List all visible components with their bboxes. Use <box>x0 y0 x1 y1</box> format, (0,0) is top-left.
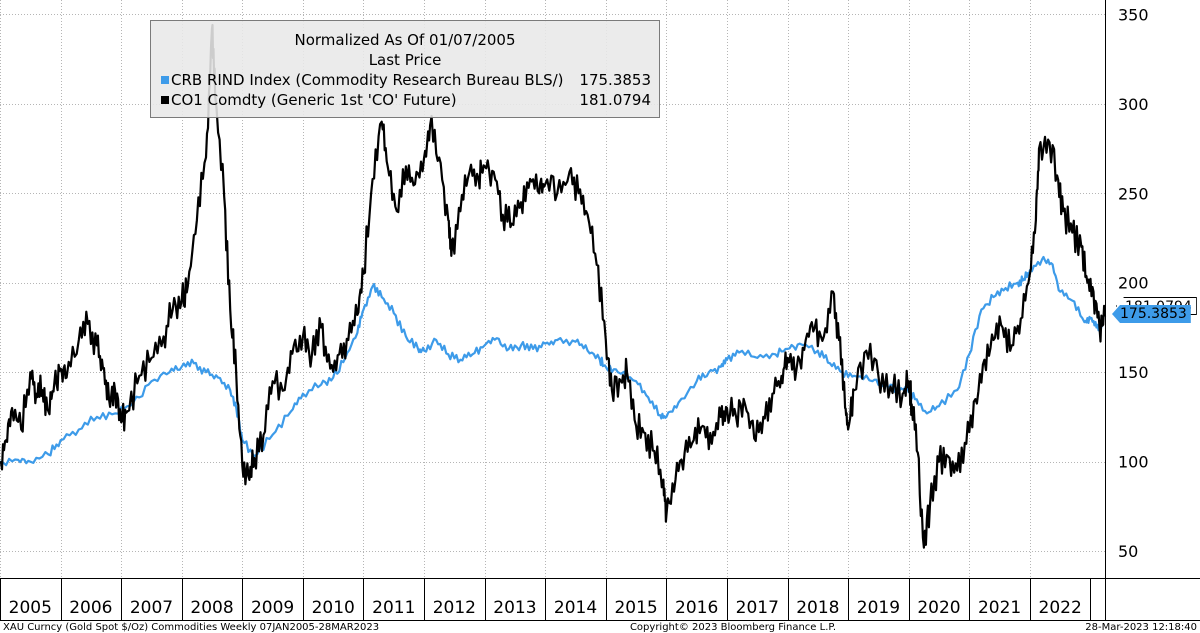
legend-swatch-co1 <box>161 96 169 104</box>
x-tick-label: 2021 <box>978 598 1021 618</box>
x-tick-label: 2020 <box>917 598 960 618</box>
x-tick-label: 2018 <box>796 598 839 618</box>
series-line-co1 <box>0 23 1107 549</box>
legend-title: Normalized As Of 01/07/2005 <box>294 31 516 49</box>
x-tick-label: 2012 <box>433 598 476 618</box>
legend-label-co1: CO1 Comdty (Generic 1st 'CO' Future) <box>171 91 457 109</box>
y-tick-label: 200 <box>1118 274 1149 293</box>
legend-entry-co1: CO1 Comdty (Generic 1st 'CO' Future) 181… <box>151 90 659 110</box>
series-line-crb <box>0 255 1104 467</box>
series-layer <box>0 23 1107 549</box>
footer: XAU Curncy (Gold Spot $/Oz) Commodities … <box>3 622 1197 633</box>
y-tick-label: 100 <box>1118 453 1149 472</box>
x-tick-label: 2017 <box>736 598 779 618</box>
legend: Normalized As Of 01/07/2005 Last Price C… <box>150 20 660 118</box>
x-tick-label: 2016 <box>675 598 718 618</box>
x-tick-label: 2009 <box>251 598 294 618</box>
x-tick-label: 2006 <box>69 598 112 618</box>
x-tick-label: 2015 <box>614 598 657 618</box>
legend-swatch-crb <box>161 76 169 84</box>
x-tick-label: 2005 <box>9 598 52 618</box>
y-tick-label: 300 <box>1118 95 1149 114</box>
legend-entry-crb: CRB RIND Index (Commodity Research Burea… <box>151 70 659 90</box>
x-tick-label: 2011 <box>372 598 415 618</box>
y-tick-label: 350 <box>1118 5 1149 24</box>
footer-center: Copyright© 2023 Bloomberg Finance L.P. <box>630 622 836 633</box>
y-axis: 50 100 150 200 250 300 350 <box>1118 5 1149 561</box>
y-tick-label: 50 <box>1118 542 1138 561</box>
x-tick-label: 2010 <box>312 598 355 618</box>
x-tick-label: 2014 <box>554 598 597 618</box>
y-tick-label: 250 <box>1118 184 1149 203</box>
x-tick-label: 2013 <box>493 598 536 618</box>
footer-left: XAU Curncy (Gold Spot $/Oz) Commodities … <box>3 622 379 633</box>
legend-value-crb: 175.3853 <box>579 71 651 89</box>
legend-value-co1: 181.0794 <box>579 91 651 109</box>
x-tick-label: 2007 <box>130 598 173 618</box>
y-tick-label: 150 <box>1118 363 1149 382</box>
legend-label-crb: CRB RIND Index (Commodity Research Burea… <box>171 71 564 89</box>
x-tick-label: 2019 <box>857 598 900 618</box>
x-tick-label: 2022 <box>1039 598 1082 618</box>
footer-right: 28-Mar-2023 12:18:40 <box>1085 622 1197 633</box>
x-tick-label: 2008 <box>190 598 233 618</box>
last-price-tag-crb: 175.3853 <box>1112 305 1191 323</box>
legend-subtitle: Last Price <box>368 51 442 69</box>
